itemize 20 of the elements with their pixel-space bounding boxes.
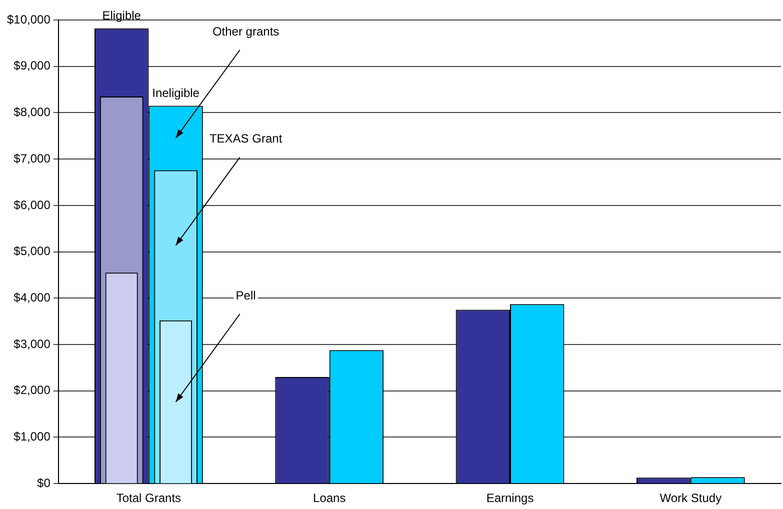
y-tick-label: $3,000 (14, 336, 51, 351)
series-label: Ineligible (152, 86, 200, 100)
y-tick-label: $2,000 (14, 383, 51, 398)
x-tick-label: Work Study (660, 491, 722, 506)
annotation: Pell (236, 288, 256, 302)
series-label: Eligible (102, 8, 142, 23)
y-tick-label: $1,000 (14, 430, 51, 444)
x-tick-label: Loans (313, 491, 346, 506)
y-tick-label: $6,000 (14, 198, 51, 212)
annotation: Other grants (212, 24, 280, 38)
y-tick-label: $10,000 (6, 12, 51, 26)
y-tick-label: $0 (37, 476, 51, 490)
annotation: TEXAS Grant (209, 132, 283, 146)
y-tick-label: $8,000 (14, 105, 51, 120)
y-tick-label: $9,000 (14, 58, 51, 73)
x-tick-label: Earnings (486, 491, 534, 506)
y-tick-label: $4,000 (14, 290, 51, 304)
y-tick-label: $5,000 (14, 244, 51, 258)
x-tick-label: Total Grants (116, 491, 182, 506)
y-tick-label: $7,000 (14, 151, 51, 166)
